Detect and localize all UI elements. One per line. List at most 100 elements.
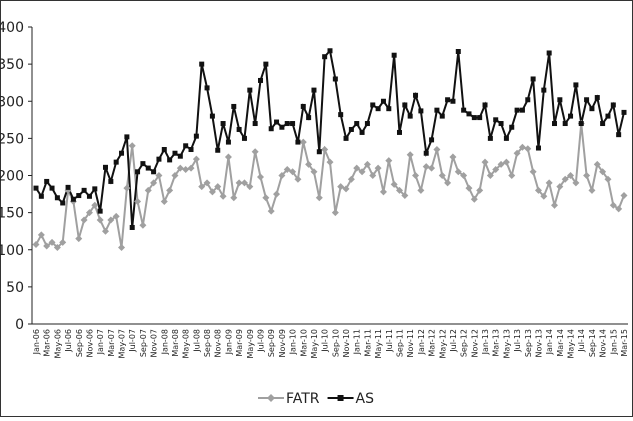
marker: [92, 186, 98, 192]
marker: [128, 142, 136, 150]
x-tick-label: Sep-12: [460, 329, 469, 357]
marker: [450, 98, 456, 104]
marker: [59, 238, 67, 246]
marker: [231, 103, 237, 109]
legend-label: FATR: [286, 391, 320, 407]
marker: [486, 172, 494, 179]
x-tick-label: Jul-10: [321, 329, 330, 353]
x-tick-label: May-09: [246, 329, 255, 358]
marker: [263, 61, 269, 67]
marker: [150, 179, 158, 187]
x-tick-label: Mar-14: [556, 329, 565, 357]
marker: [321, 146, 329, 154]
marker: [267, 207, 275, 215]
marker: [385, 157, 393, 165]
marker: [199, 61, 205, 67]
marker: [331, 209, 339, 217]
marker: [439, 113, 445, 119]
marker: [166, 186, 174, 194]
marker: [353, 164, 361, 172]
marker: [85, 209, 93, 217]
marker: [294, 175, 302, 183]
marker: [160, 197, 168, 205]
marker: [86, 193, 92, 199]
marker: [183, 143, 189, 149]
marker: [145, 165, 151, 171]
x-tick-label: Jan-10: [289, 329, 298, 355]
marker: [513, 149, 521, 157]
marker: [502, 158, 510, 166]
marker: [557, 97, 563, 103]
marker: [53, 244, 61, 252]
marker: [562, 121, 568, 127]
marker: [60, 200, 66, 206]
y-tick-label: 100: [0, 243, 24, 259]
marker: [220, 121, 226, 127]
marker: [588, 186, 596, 194]
marker: [572, 179, 580, 187]
y-tick-label: 250: [0, 131, 24, 147]
x-tick-label: Nov-07: [150, 329, 159, 357]
marker: [76, 193, 82, 199]
marker: [224, 153, 232, 161]
marker: [358, 168, 366, 176]
marker: [338, 112, 344, 118]
x-tick-label: May-14: [567, 329, 576, 358]
marker: [487, 135, 493, 141]
marker: [247, 87, 253, 93]
marker: [568, 113, 574, 119]
marker: [177, 153, 183, 159]
marker: [503, 135, 509, 141]
marker: [589, 106, 595, 112]
x-tick-label: Mar-07: [107, 329, 116, 357]
marker: [551, 201, 559, 209]
marker: [151, 169, 157, 175]
marker: [274, 119, 280, 125]
marker: [379, 188, 387, 196]
marker: [257, 173, 265, 181]
marker: [364, 121, 370, 127]
marker: [402, 102, 408, 108]
marker: [535, 145, 541, 151]
marker: [208, 188, 216, 196]
marker: [454, 168, 462, 176]
marker: [470, 195, 478, 203]
marker: [295, 139, 301, 145]
marker: [374, 164, 382, 172]
marker: [605, 113, 611, 119]
marker: [534, 186, 542, 194]
marker: [471, 115, 477, 121]
x-tick-label: May-10: [310, 329, 319, 358]
x-tick-label: May-12: [438, 329, 447, 358]
legend-label: AS: [356, 391, 375, 407]
marker: [134, 197, 142, 205]
marker: [246, 183, 254, 191]
marker: [593, 160, 601, 168]
x-tick-label: Mar-12: [428, 329, 437, 357]
marker: [540, 192, 548, 200]
marker: [97, 208, 103, 214]
x-tick-label: Sep-09: [267, 329, 276, 357]
x-tick-label: Mar-11: [363, 329, 372, 357]
marker: [299, 138, 307, 146]
marker: [310, 168, 318, 176]
marker: [369, 172, 377, 179]
marker: [508, 172, 516, 179]
x-tick-label: Nov-12: [470, 329, 479, 357]
marker: [556, 183, 564, 191]
marker: [413, 92, 419, 98]
marker: [156, 156, 162, 162]
marker: [70, 196, 76, 202]
marker: [113, 159, 119, 165]
marker: [123, 184, 131, 192]
marker: [433, 146, 441, 154]
marker: [423, 150, 429, 156]
marker: [182, 166, 190, 174]
marker: [155, 172, 163, 179]
marker: [578, 121, 584, 127]
marker: [135, 169, 141, 175]
x-tick-label: May-11: [374, 329, 383, 358]
x-tick-label: Jul-09: [257, 329, 266, 353]
